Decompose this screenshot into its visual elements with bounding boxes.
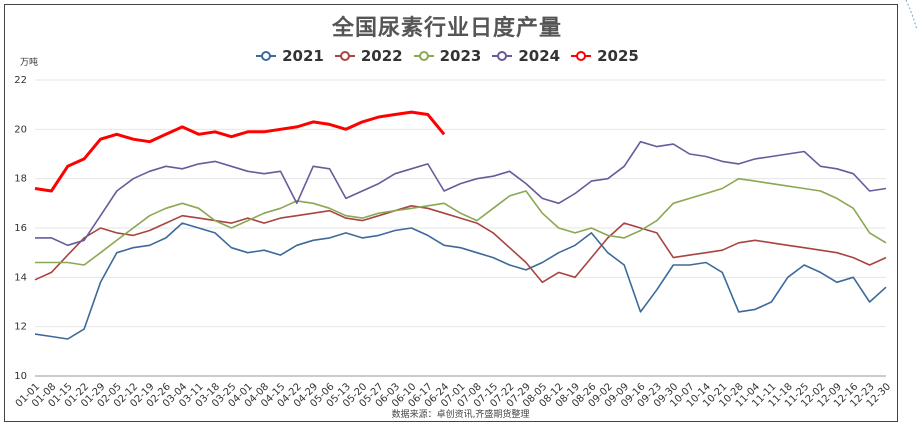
series-line-2021 [34, 222, 887, 340]
y-tick-label: 22 [14, 75, 27, 86]
y-tick-label: 20 [14, 124, 27, 135]
y-tick-label: 16 [14, 223, 27, 234]
y-axis-unit-label: 万吨 [20, 56, 38, 68]
legend-swatch-2024 [492, 51, 513, 61]
legend-item-2025: 2025 [570, 47, 639, 65]
legend-label-2022: 2022 [360, 47, 403, 65]
y-tick-label: 18 [14, 174, 27, 185]
y-tick-label: 12 [14, 322, 27, 333]
legend-item-2024: 2024 [491, 47, 560, 65]
legend-label-2021: 2021 [282, 47, 324, 65]
legend-item-2021: 2021 [255, 47, 324, 65]
data-source-note: 数据来源：卓创资讯,齐盛期货整理 [392, 408, 530, 420]
series-line-2023 [35, 177, 887, 266]
legend-label-2023: 2023 [439, 47, 482, 65]
legend-label-2024: 2024 [518, 47, 561, 65]
y-tick-label: 14 [14, 272, 27, 283]
series-line-2024 [35, 140, 887, 247]
legend-swatch-2025 [571, 51, 592, 61]
legend-item-2022: 2022 [334, 47, 403, 65]
series-line-2025 [34, 110, 446, 193]
legend-item-2023: 2023 [413, 47, 482, 65]
legend-swatch-2022 [334, 51, 355, 61]
series-line-2022 [34, 205, 887, 284]
legend-swatch-2023 [413, 51, 434, 61]
chart-frame [4, 4, 898, 422]
chart-title: 全国尿素行业日度产量 [331, 16, 562, 41]
chart-legend: 2021 2022 2023 2024 2025 [0, 47, 894, 67]
legend-swatch-2021 [256, 51, 277, 61]
y-tick-label: 10 [14, 371, 27, 382]
legend-label-2025: 2025 [597, 47, 639, 65]
